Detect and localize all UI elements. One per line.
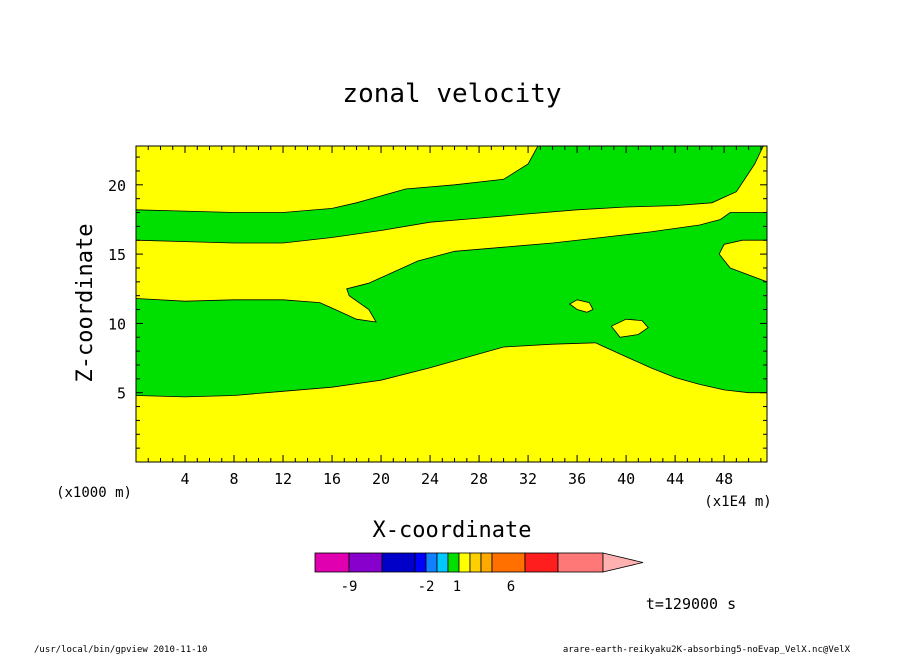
contour-island-1 <box>718 239 767 283</box>
contour-island-2 <box>568 299 594 313</box>
x-tick-label-36: 36 <box>568 470 586 488</box>
contour-layer <box>136 146 767 398</box>
colorbar-swatch-13 <box>557 552 604 573</box>
colorbar-swatch-6 <box>436 552 449 573</box>
colorbar: -9 -2 1 6 <box>314 552 644 595</box>
colorbar-swatch-2 <box>348 552 383 573</box>
colorbar-swatch-3 <box>381 552 416 573</box>
y-axis-title: Z-coordinate <box>73 224 98 383</box>
contour-band-1 <box>136 212 767 398</box>
colorbar-swatch-11 <box>491 552 526 573</box>
colorbar-swatch-5 <box>425 552 438 573</box>
y-tick-label-15: 15 <box>108 246 126 264</box>
x-tick-label-16: 16 <box>323 470 341 488</box>
colorbar-label-2: -2 <box>418 579 435 595</box>
colorbar-swatch-9 <box>469 552 482 573</box>
x-tick-label-8: 8 <box>230 470 239 488</box>
colorbar-swatch-12 <box>524 552 559 573</box>
x-axis-title: X-coordinate <box>373 518 532 543</box>
colorbar-arrow <box>602 552 644 573</box>
x-tick-label-12: 12 <box>274 470 292 488</box>
footer-left: /usr/local/bin/gpview 2010-11-10 <box>34 645 207 654</box>
y-tick-label-10: 10 <box>108 315 126 333</box>
x-tick-label-24: 24 <box>421 470 439 488</box>
x-tick-label-28: 28 <box>470 470 488 488</box>
time-label: t=129000 s <box>646 595 736 613</box>
colorbar-label-3: 1 <box>453 579 461 595</box>
y-tick-label-20: 20 <box>108 177 126 195</box>
colorbar-swatch-10 <box>480 552 493 573</box>
x-tick-label-32: 32 <box>519 470 537 488</box>
contour-band-2 <box>136 146 764 244</box>
x-unit-note: (x1E4 m) <box>704 494 771 510</box>
x-tick-label-40: 40 <box>617 470 635 488</box>
x-tick-label-4: 4 <box>180 470 189 488</box>
footer-right: arare-earth-reikyaku2K-absorbing5-noEvap… <box>563 645 851 654</box>
colorbar-label-4: 6 <box>507 579 515 595</box>
colorbar-swatch-8 <box>458 552 471 573</box>
chart-title: zonal velocity <box>342 79 561 109</box>
colorbar-swatch-1 <box>314 552 350 573</box>
colorbar-label-1: -9 <box>341 579 358 595</box>
x-tick-label-48: 48 <box>715 470 733 488</box>
x-tick-label-20: 20 <box>372 470 390 488</box>
plot-frame <box>135 145 768 463</box>
contour-island-3 <box>610 318 649 338</box>
colorbar-swatch-4 <box>414 552 427 573</box>
y-unit-note: (x1000 m) <box>56 485 132 501</box>
y-tick-label-5: 5 <box>117 385 126 403</box>
colorbar-swatch-7 <box>447 552 460 573</box>
x-tick-label-44: 44 <box>666 470 684 488</box>
